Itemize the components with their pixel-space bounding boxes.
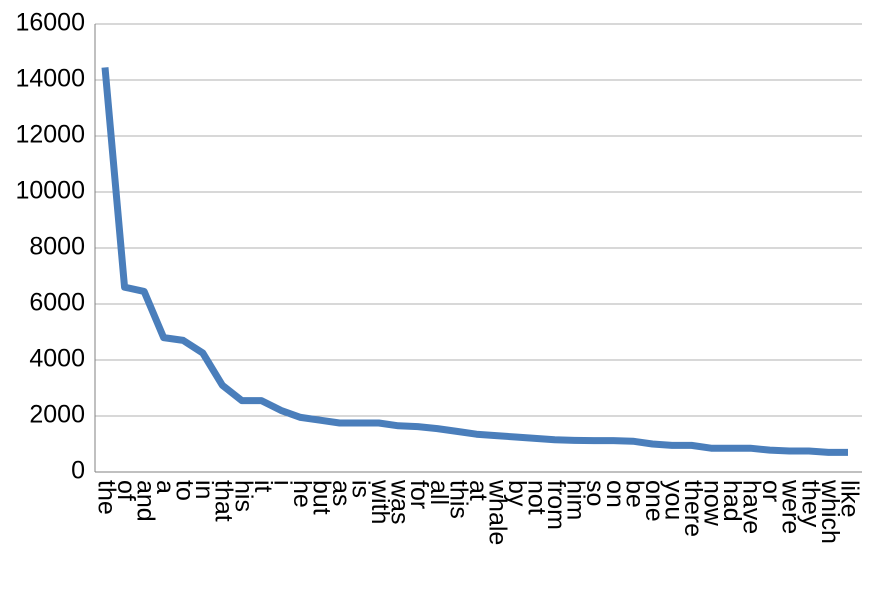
x-tick-label: as: [327, 480, 355, 506]
x-tick-label: at: [464, 480, 492, 501]
x-tick-label: were: [777, 479, 805, 534]
x-tick-label: a: [151, 480, 179, 494]
x-tick-label: this: [444, 480, 472, 519]
y-tick-label: 10000: [15, 177, 85, 205]
x-tick-label: and: [131, 480, 159, 522]
x-tick-label: i: [268, 480, 296, 486]
x-tick-label: with: [366, 479, 394, 524]
x-tick-label: they: [796, 480, 824, 528]
x-tick-label: one: [640, 480, 668, 522]
y-tick-label: 14000: [15, 65, 85, 93]
y-tick-label: 12000: [15, 121, 85, 149]
x-tick-label: there: [679, 480, 707, 537]
x-tick-label: on: [601, 480, 629, 508]
x-tick-label: him: [562, 480, 590, 520]
x-tick-label: the: [92, 480, 120, 515]
y-tick-label: 2000: [29, 401, 85, 429]
x-tick-label: from: [542, 480, 570, 530]
x-tick-label: be: [620, 480, 648, 508]
x-tick-label: in: [190, 480, 218, 499]
x-tick-label: his: [229, 480, 257, 512]
x-tick-label: you: [659, 480, 687, 520]
x-tick-label: whale: [483, 479, 511, 545]
x-tick-label: have: [738, 480, 766, 534]
y-tick-label: 0: [71, 457, 85, 485]
x-tick-label: of: [112, 480, 140, 501]
x-tick-label: he: [288, 480, 316, 508]
x-tick-label: so: [581, 480, 609, 506]
y-tick-label: 6000: [29, 289, 85, 317]
y-tick-label: 4000: [29, 345, 85, 373]
x-tick-label: not: [523, 480, 551, 515]
x-tick-label: or: [757, 480, 785, 502]
y-tick-label: 16000: [15, 9, 85, 37]
x-tick-label: for: [405, 480, 433, 509]
x-tick-label: was: [386, 479, 414, 524]
x-tick-label: it: [249, 480, 277, 493]
x-tick-label: like: [835, 480, 863, 518]
x-tick-label: is: [347, 480, 375, 498]
x-tick-label: to: [171, 480, 199, 501]
data-line: [101, 67, 848, 456]
x-tick-label: all: [425, 480, 453, 505]
x-tick-label: had: [718, 480, 746, 522]
x-tick-label: now: [699, 480, 727, 527]
x-tick-label: which: [816, 479, 844, 544]
x-tick-label: that: [210, 480, 238, 522]
x-tick-label: but: [307, 480, 335, 515]
x-tick-label: by: [503, 480, 531, 507]
y-tick-label: 8000: [29, 233, 85, 261]
